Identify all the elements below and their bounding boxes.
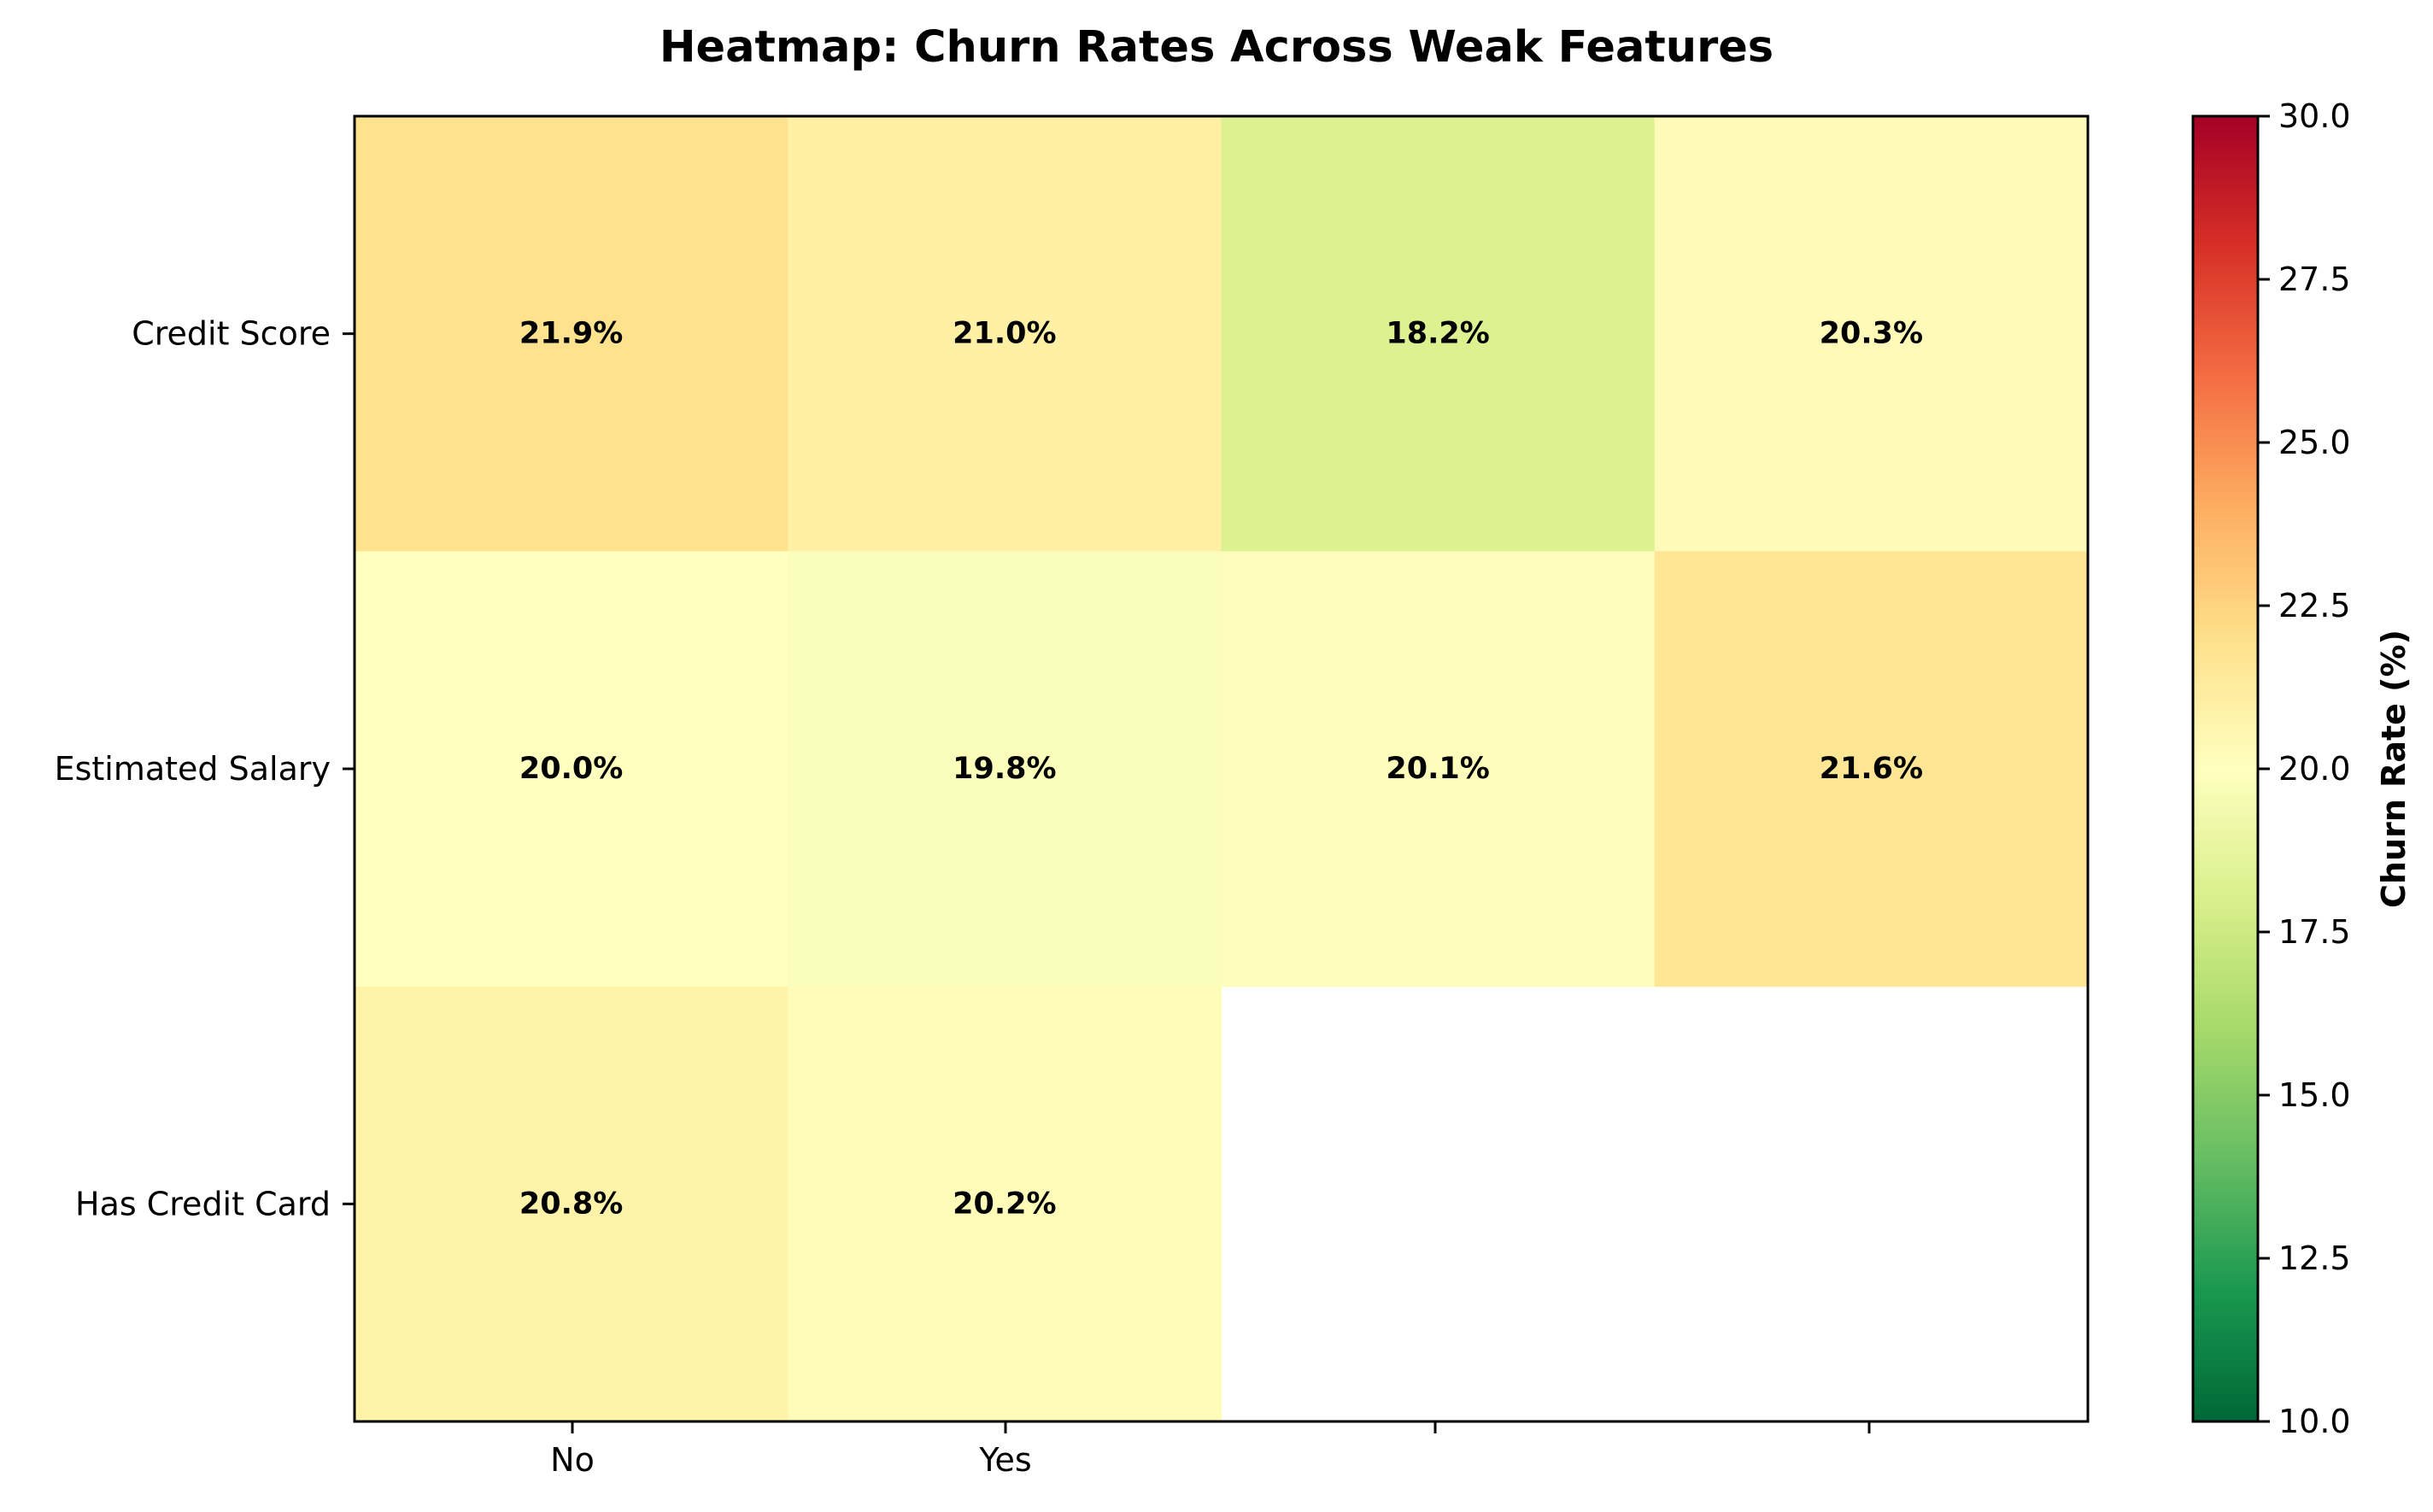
cell-value-label: 20.3% [1820, 317, 1923, 351]
cell-value-label: 20.8% [519, 1187, 623, 1221]
heatmap-cell [355, 986, 789, 1422]
colorbar-gradient [2191, 114, 2260, 1423]
x-tick-label: Yes [978, 1441, 1031, 1479]
cell-value-label: 20.1% [1386, 752, 1489, 786]
cell-value-label: 20.0% [519, 752, 623, 786]
x-axis: No Yes [550, 1421, 1871, 1479]
x-tick-label: No [550, 1441, 595, 1479]
y-axis: Credit Score Estimated Salary Has Credit C… [55, 315, 355, 1222]
y-tick-label: Has Credit Card [75, 1185, 331, 1222]
heatmap-cell [355, 551, 789, 987]
colorbar-tick-label: 27.5 [2278, 261, 2351, 298]
heatmap-cell [1221, 116, 1656, 552]
colorbar-tick-label: 10.0 [2278, 1403, 2351, 1440]
heatmap-cell [355, 116, 789, 552]
heatmap-cell [1654, 551, 2089, 987]
cell-value-label: 21.6% [1820, 752, 1923, 786]
plot-frame [353, 114, 2090, 1423]
colorbar-tick-label: 22.5 [2278, 587, 2351, 624]
cell-value-label: 20.2% [953, 1187, 1056, 1221]
heatmap-cell [788, 986, 1222, 1422]
colorbar-tick-label: 17.5 [2278, 913, 2351, 951]
colorbar-tick-label: 25.0 [2278, 424, 2351, 461]
heatmap-cell [788, 116, 1222, 552]
heatmap-cells [355, 116, 2089, 1422]
colorbar-tick-label: 15.0 [2278, 1076, 2351, 1114]
cell-value-label: 21.9% [519, 317, 623, 351]
colorbar-ticks: 10.0 12.5 15.0 17.5 20.0 22.5 25.0 27.5 30.0 [2258, 97, 2351, 1440]
colorbar: 10.0 12.5 15.0 17.5 20.0 22.5 25.0 27.5 30.0 Chu… [2191, 97, 2412, 1440]
cell-value-label: 21.0% [953, 317, 1056, 351]
colorbar-label: Churn Rate (%) [2375, 630, 2412, 908]
heatmap-cell [1654, 116, 2089, 552]
colorbar-tick-label: 12.5 [2278, 1239, 2351, 1277]
cell-value-label: 18.2% [1386, 317, 1489, 351]
chart-title: Heatmap: Churn Rates Across Weak Feature… [660, 22, 1773, 73]
heatmap-cell [788, 551, 1222, 987]
y-tick-label: Estimated Salary [55, 750, 331, 788]
cell-value-label: 19.8% [953, 752, 1056, 786]
colorbar-tick-label: 30.0 [2278, 97, 2351, 135]
y-tick-label: Credit Score [132, 315, 331, 353]
colorbar-tick-label: 20.0 [2278, 750, 2351, 788]
heatmap-cell [1221, 551, 1656, 987]
heatmap-cell-labels: 21.9% 21.0% 18.2% 20.3% 20.0% 19.8% 20.1% 21.6%… [519, 317, 1923, 1222]
